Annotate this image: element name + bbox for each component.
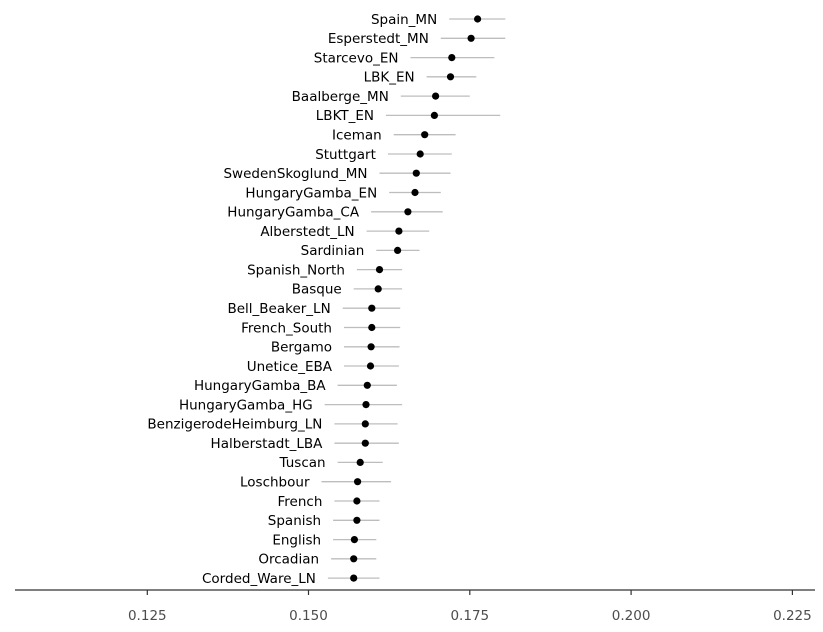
point-English: [350, 536, 358, 544]
category-label: LBK_EN: [364, 70, 415, 86]
point-Corded_Ware_LN: [350, 574, 358, 582]
point-Basque: [374, 285, 382, 293]
category-label: Halberstadt_LBA: [211, 436, 324, 452]
point-LBK_EN: [446, 73, 455, 81]
point-HungaryGamba_CA: [404, 208, 412, 216]
point-Spanish: [353, 516, 361, 524]
category-label: Unetice_EBA: [247, 359, 333, 375]
point-Starcevo_EN: [448, 54, 456, 62]
category-label: Orcadian: [258, 552, 319, 568]
data-points: [350, 15, 482, 582]
category-label: Loschbour: [240, 475, 310, 491]
category-label: Tuscan: [279, 455, 326, 471]
category-label: HungaryGamba_EN: [245, 185, 377, 201]
category-label: Starcevo_EN: [314, 50, 399, 66]
category-label: Spanish: [268, 513, 321, 529]
point-French_South: [368, 323, 376, 332]
category-label: SwedenSkoglund_MN: [223, 166, 367, 182]
category-label: Spain_MN: [371, 12, 437, 28]
category-label: HungaryGamba_BA: [194, 378, 326, 394]
point-Esperstedt_MN: [467, 34, 475, 42]
point-HungaryGamba_BA: [363, 381, 371, 389]
point-BenzigerodeHeimburg_LN: [361, 420, 369, 428]
category-label: Basque: [292, 282, 342, 298]
x-tick-label: 0.225: [773, 608, 812, 624]
x-tick-label: 0.150: [289, 608, 328, 624]
point-Orcadian: [350, 555, 358, 563]
category-label: Spanish_North: [247, 262, 345, 278]
category-label: French: [278, 494, 323, 510]
point-Bell_Beaker_LN: [368, 304, 376, 312]
category-label: Alberstedt_LN: [260, 224, 354, 240]
category-label: English: [272, 532, 321, 548]
category-label: Esperstedt_MN: [328, 31, 429, 47]
category-label: Bergamo: [271, 340, 332, 356]
point-Loschbour: [354, 478, 362, 486]
category-label: HungaryGamba_CA: [227, 205, 360, 221]
category-label: Corded_Ware_LN: [202, 571, 316, 587]
point-Spanish_North: [375, 266, 384, 274]
point-Tuscan: [356, 458, 364, 466]
point-Bergamo: [367, 343, 375, 351]
category-label: BenzigerodeHeimburg_LN: [147, 417, 322, 433]
category-label: Sardinian: [301, 243, 365, 259]
category-label: HungaryGamba_HG: [179, 397, 313, 413]
category-label: LBKT_EN: [316, 108, 374, 124]
category-label: Stuttgart: [315, 147, 376, 163]
point-Stuttgart: [416, 150, 424, 158]
point-Sardinian: [394, 246, 402, 254]
category-label: Iceman: [332, 128, 382, 144]
point-Unetice_EBA: [366, 362, 375, 370]
category-label: French_South: [241, 320, 332, 336]
point-HungaryGamba_HG: [362, 401, 370, 409]
point-French: [353, 497, 361, 505]
x-tick-label: 0.200: [612, 608, 651, 624]
point-SwedenSkoglund_MN: [412, 169, 420, 177]
x-axis: 0.125 0.150 0.175 0.200 0.225: [15, 589, 815, 624]
x-tick-label: 0.175: [450, 608, 489, 624]
point-Halberstadt_LBA: [361, 439, 369, 447]
point-HungaryGamba_EN: [411, 188, 419, 197]
point-Spain_MN: [474, 15, 482, 23]
point-LBKT_EN: [430, 111, 438, 119]
category-labels: Spain_MN Esperstedt_MN Starcevo_EN LBK_EN Ba…: [147, 12, 437, 587]
category-label: Bell_Beaker_LN: [227, 301, 330, 317]
point-Iceman: [421, 131, 429, 139]
x-tick-label: 0.125: [128, 608, 167, 624]
point-Alberstedt_LN: [395, 227, 403, 235]
point-Baalberge_MN: [432, 92, 440, 100]
category-label: Baalberge_MN: [292, 89, 389, 105]
